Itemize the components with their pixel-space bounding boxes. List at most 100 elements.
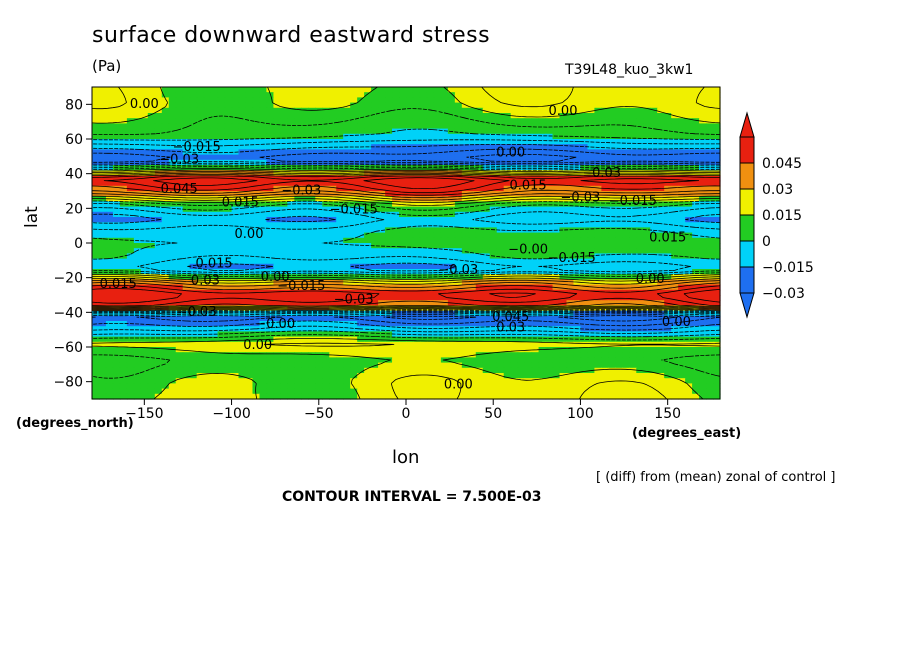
contour-cell bbox=[273, 206, 281, 213]
contour-cell bbox=[692, 217, 700, 223]
contour-cell bbox=[92, 232, 100, 239]
contour-cell bbox=[440, 232, 449, 239]
contour-cell bbox=[608, 237, 616, 244]
contour-cell bbox=[566, 102, 575, 109]
contour-cell bbox=[203, 87, 212, 93]
contour-cell bbox=[580, 165, 589, 171]
contour-cell bbox=[161, 154, 170, 161]
contour-cell bbox=[315, 352, 323, 358]
contour-cell bbox=[629, 102, 637, 109]
contour-cell bbox=[203, 92, 212, 98]
contour-cell bbox=[433, 321, 442, 327]
contour-cell bbox=[343, 154, 351, 161]
contour-cell bbox=[147, 357, 156, 364]
contour-cell bbox=[126, 357, 135, 364]
contour-cell bbox=[217, 248, 226, 254]
contour-cell bbox=[496, 206, 505, 213]
contour-cell bbox=[657, 191, 665, 197]
contour-cell bbox=[566, 149, 575, 156]
contour-cell bbox=[587, 253, 595, 260]
contour-cell bbox=[538, 206, 547, 213]
contour-cell bbox=[692, 326, 700, 332]
contour-cell bbox=[161, 269, 170, 275]
contour-cell bbox=[552, 274, 561, 280]
contour-cell bbox=[671, 139, 679, 145]
contour-cell bbox=[594, 248, 602, 254]
contour-cell bbox=[468, 263, 477, 270]
contour-cell bbox=[412, 123, 421, 130]
contour-cell bbox=[371, 263, 379, 270]
contour-cell bbox=[538, 201, 547, 208]
contour-cell bbox=[287, 102, 295, 109]
contour-cell bbox=[266, 373, 275, 379]
contour-cell bbox=[580, 128, 589, 135]
contour-cell bbox=[643, 326, 651, 332]
contour-cell bbox=[636, 253, 644, 260]
contour-cell bbox=[433, 352, 442, 358]
contour-cell bbox=[210, 211, 219, 218]
contour-cell bbox=[671, 185, 679, 192]
contour-cell bbox=[559, 123, 568, 130]
contour-cell bbox=[154, 274, 163, 280]
contour-cell bbox=[252, 201, 261, 208]
contour-cell bbox=[461, 191, 470, 197]
contour-cell bbox=[238, 331, 247, 338]
contour-cell bbox=[392, 295, 400, 301]
contour-cell bbox=[433, 362, 442, 369]
contour-cell bbox=[608, 352, 616, 358]
contour-cell bbox=[496, 107, 505, 114]
contour-cell bbox=[399, 165, 407, 171]
contour-cell bbox=[629, 206, 637, 213]
contour-cell bbox=[559, 185, 568, 192]
contour-cell bbox=[112, 159, 121, 166]
contour-cell bbox=[378, 123, 386, 130]
contour-cell bbox=[161, 258, 170, 265]
contour-cell bbox=[517, 352, 526, 358]
contour-cell bbox=[573, 144, 582, 150]
contour-cell bbox=[419, 133, 428, 140]
contour-cell bbox=[154, 102, 163, 109]
contour-cell bbox=[643, 139, 651, 145]
contour-cell bbox=[580, 154, 589, 161]
contour-cell bbox=[426, 305, 435, 312]
contour-cell bbox=[643, 201, 651, 208]
contour-cell bbox=[426, 102, 435, 109]
contour-cell bbox=[385, 331, 393, 338]
contour-cell bbox=[105, 232, 114, 239]
contour-cell bbox=[706, 118, 714, 124]
contour-cell bbox=[510, 315, 519, 322]
contour-cell bbox=[378, 315, 386, 322]
contour-cell bbox=[147, 211, 156, 218]
contour-cell bbox=[245, 310, 254, 317]
contour-cell bbox=[629, 196, 637, 202]
contour-cell bbox=[671, 279, 679, 286]
contour-cell bbox=[245, 123, 254, 130]
contour-cell bbox=[273, 295, 281, 301]
contour-cell bbox=[643, 248, 651, 254]
contour-cell bbox=[189, 253, 198, 260]
contour-cell bbox=[140, 191, 149, 197]
contour-cell bbox=[426, 222, 435, 228]
contour-cell bbox=[615, 357, 623, 364]
contour-cell bbox=[336, 315, 344, 322]
contour-cell bbox=[678, 118, 686, 124]
contour-cell bbox=[112, 284, 121, 291]
contour-cell bbox=[294, 362, 302, 369]
contour-cell bbox=[210, 149, 219, 156]
contour-cell bbox=[259, 373, 268, 379]
contour-cell bbox=[447, 222, 456, 228]
contour-cell bbox=[245, 279, 254, 286]
contour-cell bbox=[496, 165, 505, 171]
contour-cell bbox=[706, 315, 714, 322]
contour-cell bbox=[217, 326, 226, 332]
contour-cell bbox=[678, 279, 686, 286]
contour-cell bbox=[273, 222, 281, 228]
contour-cell bbox=[489, 321, 498, 327]
contour-cell bbox=[657, 102, 665, 109]
contour-cell bbox=[210, 357, 219, 364]
contour-cell bbox=[105, 274, 114, 280]
contour-cell bbox=[133, 279, 142, 286]
contour-cell bbox=[538, 331, 547, 338]
contour-cell bbox=[336, 326, 344, 332]
contour-cell bbox=[92, 154, 100, 161]
